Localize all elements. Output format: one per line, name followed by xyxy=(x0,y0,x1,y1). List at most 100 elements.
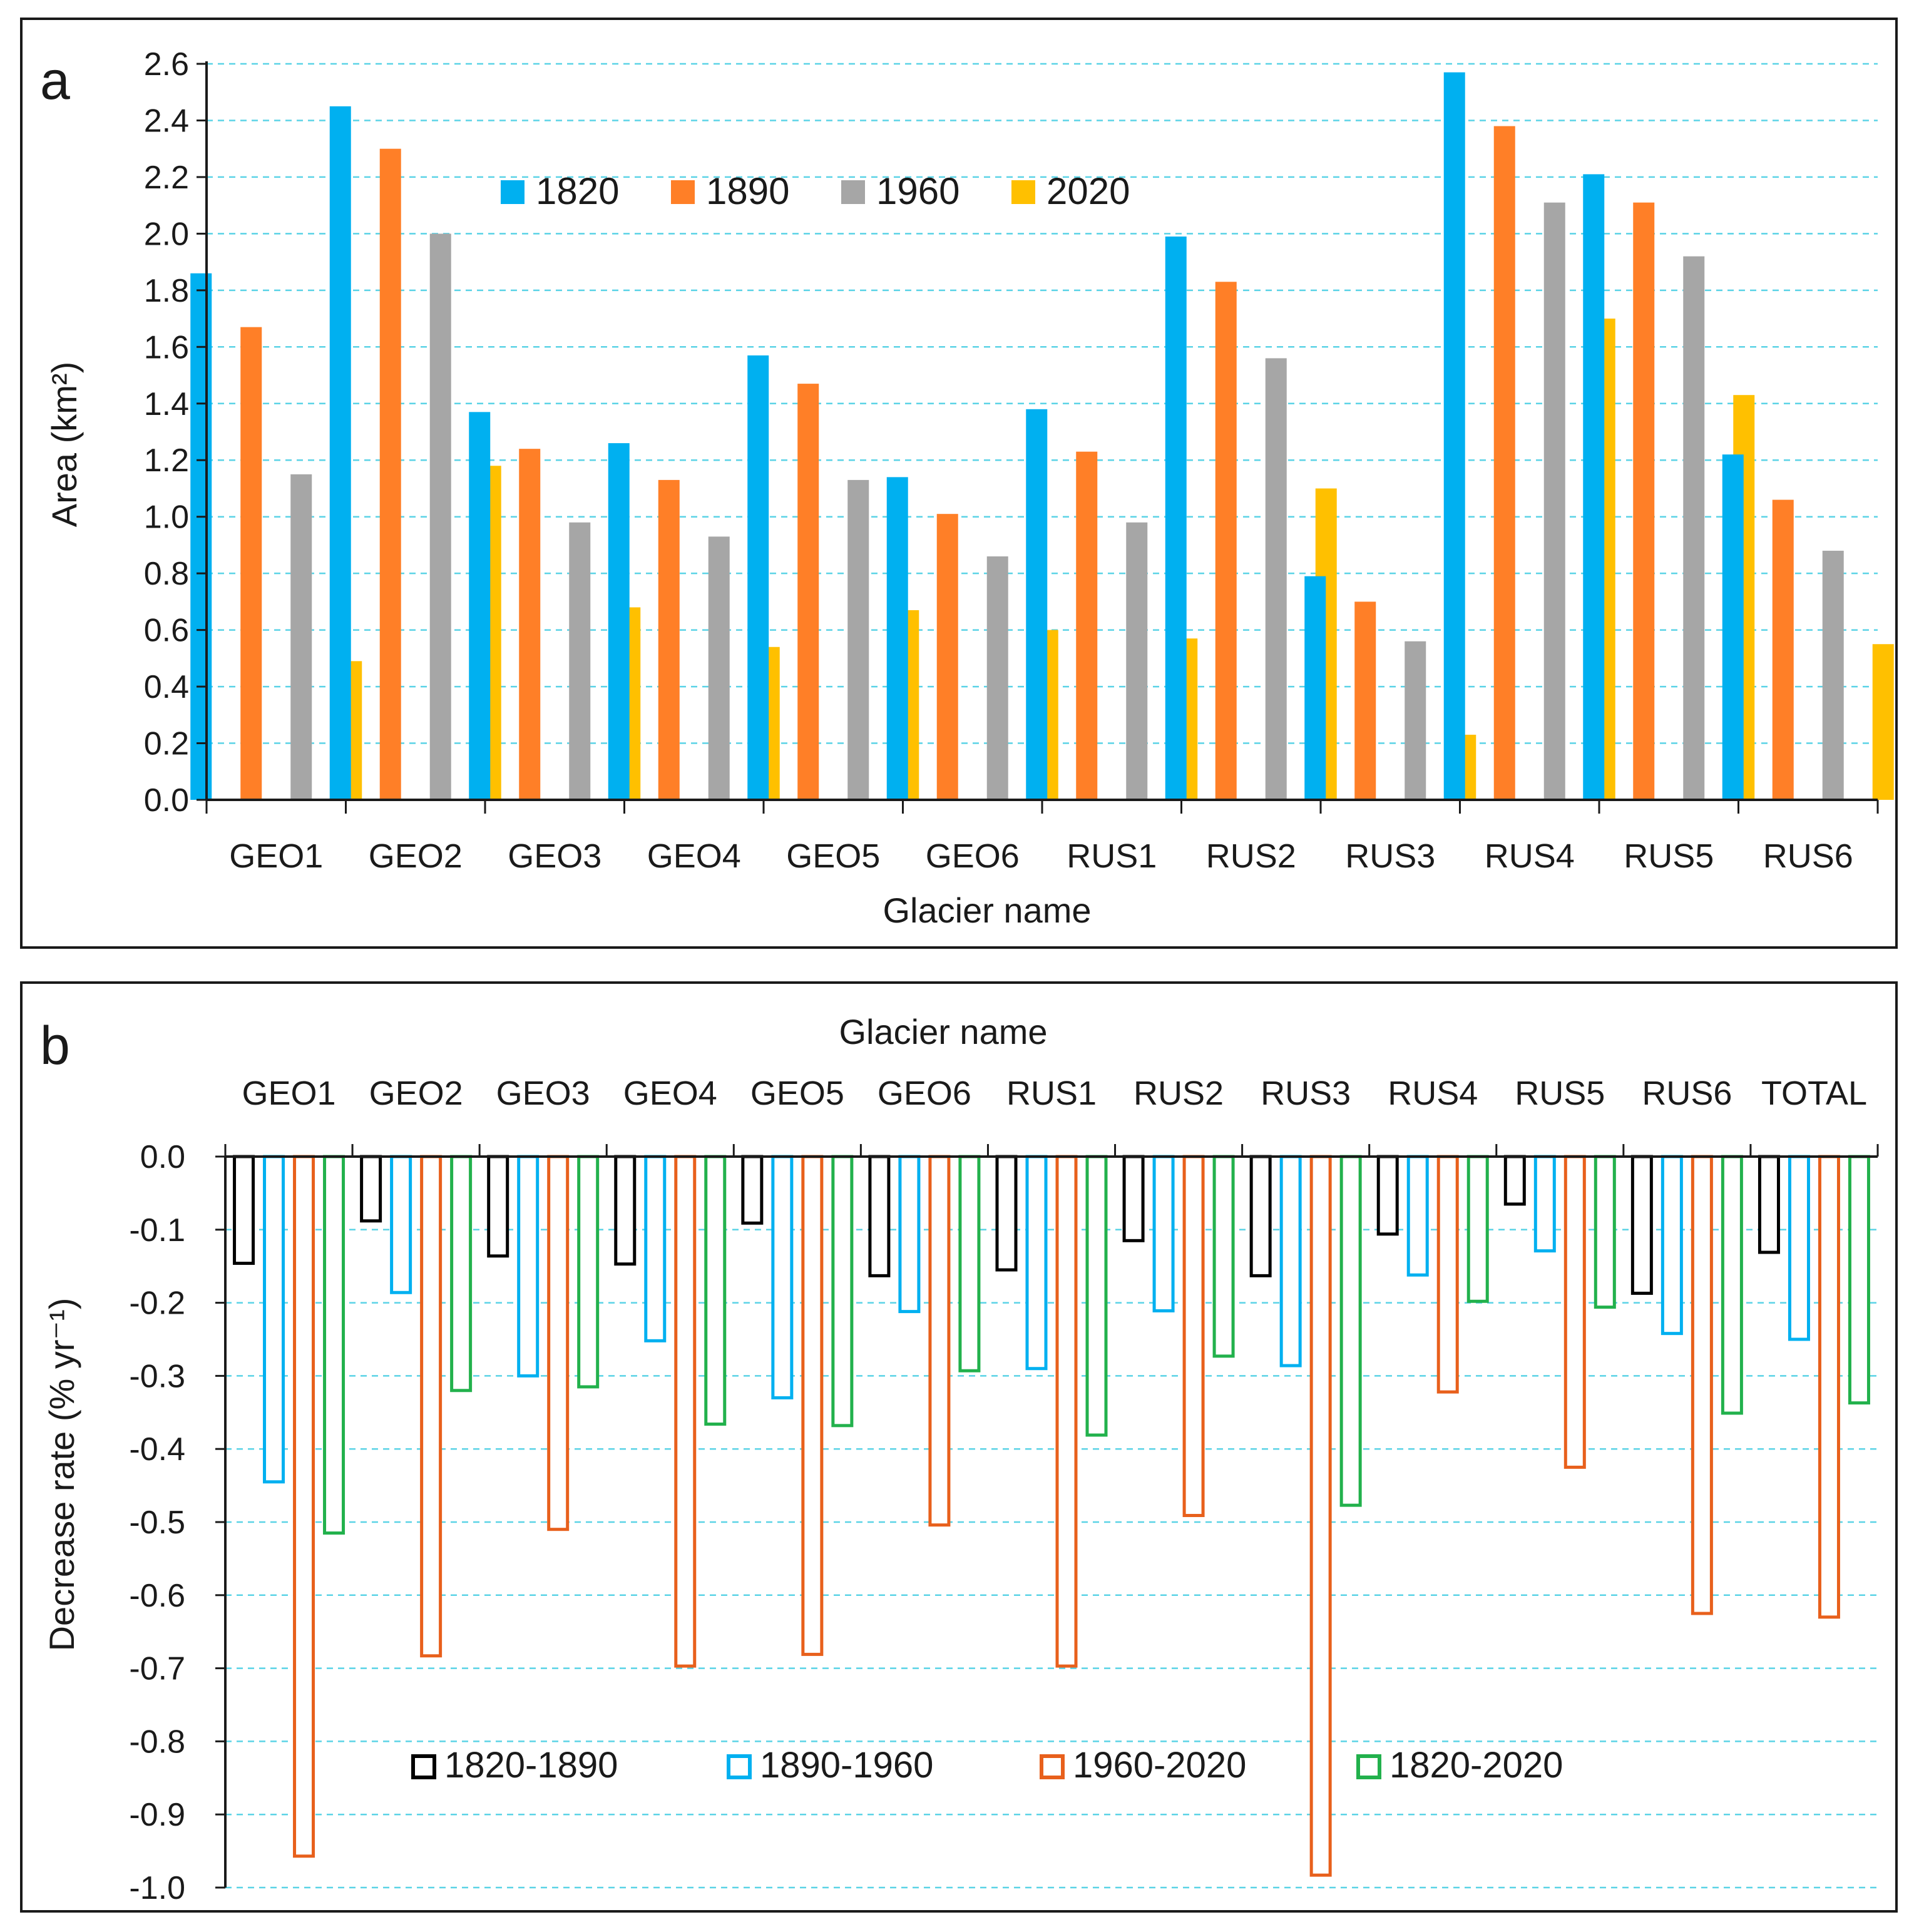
y-tick-label: 1.0 xyxy=(144,499,189,536)
panel-a-axes: 0.0 0.2 0.4 0.6 0.8 1.0 1.2 1.4 1.6 1.8 2.0 2.2 2.4 2… xyxy=(144,46,1879,875)
bar-rus3-1820-1890 xyxy=(1249,1155,1272,1277)
x-tick-label: GEO1 xyxy=(242,1075,336,1112)
bar-geo4-1890-1960 xyxy=(644,1155,667,1342)
bar-rus3-1820 xyxy=(1304,576,1326,800)
legend-label-1820: 1820 xyxy=(536,170,619,212)
bar-geo1-1960-2020 xyxy=(293,1155,315,1858)
bar-rus3-1820-2020 xyxy=(1339,1155,1362,1507)
bar-geo4-1820 xyxy=(608,443,630,800)
x-tick-label: GEO4 xyxy=(623,1075,717,1112)
bar-rus6-1960-2020 xyxy=(1691,1155,1713,1615)
panel-a-bars xyxy=(190,72,1894,800)
panel-b-decrease-rate-chart: b Glacier name 0.0 -0.1 -0.2 -0.3 -0.4 -0.5 -0… xyxy=(20,981,1898,1913)
y-tick-label: 0.8 xyxy=(144,556,189,592)
bar-geo5-1820-1890 xyxy=(741,1155,764,1225)
bar-geo5-1960-2020 xyxy=(801,1155,824,1656)
legend-label-2020: 2020 xyxy=(1046,170,1130,212)
bar-total-1960-2020 xyxy=(1818,1155,1840,1619)
x-tick-label: RUS5 xyxy=(1624,837,1714,875)
bar-rus6-1820-1890 xyxy=(1630,1155,1653,1295)
bar-geo1-1820-1890 xyxy=(233,1155,255,1265)
bar-rus5-1960-2020 xyxy=(1563,1155,1586,1469)
bar-total-1890-1960 xyxy=(1788,1155,1810,1341)
bar-geo6-1890-1960 xyxy=(898,1155,921,1314)
bar-rus5-1890-1960 xyxy=(1533,1155,1556,1253)
x-tick-label: GEO2 xyxy=(369,837,463,875)
bar-geo6-1960 xyxy=(986,556,1008,800)
x-tick-label: GEO3 xyxy=(496,1075,590,1112)
bar-geo1-1820 xyxy=(190,273,212,800)
bar-rus3-1890 xyxy=(1354,601,1376,800)
y-tick-label: 2.4 xyxy=(144,103,189,139)
legend-label-1890-1960: 1890-1960 xyxy=(760,1745,933,1786)
bar-rus2-1890-1960 xyxy=(1152,1155,1175,1312)
y-tick-label: 0.0 xyxy=(144,782,189,819)
y-tick-label: -0.9 xyxy=(129,1797,185,1833)
x-tick-label: RUS5 xyxy=(1515,1075,1605,1112)
bar-geo4-1960-2020 xyxy=(674,1155,697,1668)
bar-rus6-1890-1960 xyxy=(1661,1155,1683,1336)
y-tick-label: 2.6 xyxy=(144,46,189,83)
y-tick-label: 1.6 xyxy=(144,329,189,365)
y-tick-label: 2.0 xyxy=(144,216,189,252)
x-tick-label: RUS1 xyxy=(1006,1075,1097,1112)
bar-rus4-1890 xyxy=(1493,126,1515,800)
panel-a-label: a xyxy=(40,51,70,111)
bar-geo6-1820-1890 xyxy=(868,1155,891,1277)
bar-rus2-1960-2020 xyxy=(1182,1155,1205,1517)
bar-geo1-1960 xyxy=(290,474,312,800)
panel-b-y-axis-title: Decrease rate (% yr⁻¹) xyxy=(42,1298,81,1652)
y-tick-label: 1.8 xyxy=(144,273,189,309)
bar-rus2-1820-2020 xyxy=(1212,1155,1235,1358)
panel-a-x-axis-title: Glacier name xyxy=(883,891,1091,930)
bar-geo4-1820-1890 xyxy=(614,1155,637,1266)
bar-geo5-1960 xyxy=(847,479,869,800)
bar-geo1-1890 xyxy=(240,327,262,800)
bar-rus1-1890-1960 xyxy=(1025,1155,1048,1371)
legend-swatch-1960 xyxy=(841,180,865,204)
bar-total-1820-1890 xyxy=(1758,1155,1780,1254)
bar-rus4-1820-2020 xyxy=(1466,1155,1489,1303)
bar-geo6-1820-2020 xyxy=(958,1155,981,1372)
bar-rus1-1820-1890 xyxy=(995,1155,1018,1272)
bar-geo2-1890 xyxy=(379,148,401,800)
panel-a-area-chart: a 0.0 0.2 0.4 0.6 0.8 1.0 1.2 1.4 1.6 1.8 2.0 2.2 2.… xyxy=(20,18,1898,949)
bar-rus1-1890 xyxy=(1076,451,1098,800)
bar-geo3-1890 xyxy=(519,449,541,800)
y-tick-label: -0.5 xyxy=(129,1505,185,1541)
y-tick-label: -0.4 xyxy=(129,1431,185,1468)
bar-geo1-1890-1960 xyxy=(263,1155,285,1484)
y-tick-label: -1.0 xyxy=(129,1870,185,1906)
x-tick-label: RUS1 xyxy=(1067,837,1157,875)
bar-geo3-1820-1890 xyxy=(487,1155,509,1258)
x-tick-label: GEO5 xyxy=(786,837,880,875)
bar-geo3-1820-2020 xyxy=(577,1155,600,1389)
bar-rus5-1820 xyxy=(1583,174,1605,800)
panel-a-y-axis-title: Area (km²) xyxy=(44,362,84,527)
bar-geo2-1960-2020 xyxy=(420,1155,443,1658)
bar-geo3-1820 xyxy=(469,412,491,800)
bar-rus3-1960-2020 xyxy=(1309,1155,1332,1877)
legend-swatch-1890 xyxy=(671,180,695,204)
legend-swatch-1890-1960 xyxy=(727,1754,752,1779)
y-tick-label: 1.2 xyxy=(144,442,189,479)
x-tick-label: GEO4 xyxy=(647,837,741,875)
bar-geo5-1890 xyxy=(797,384,819,800)
x-tick-label: GEO6 xyxy=(926,837,1020,875)
bar-geo2-1890-1960 xyxy=(390,1155,412,1294)
legend-label-1890: 1890 xyxy=(706,170,789,212)
bar-geo4-1820-2020 xyxy=(704,1155,727,1426)
bar-geo5-1890-1960 xyxy=(771,1155,794,1399)
x-tick-label: RUS4 xyxy=(1485,837,1575,875)
bar-rus1-1820-2020 xyxy=(1085,1155,1108,1437)
bar-rus6-1960 xyxy=(1822,550,1844,800)
y-tick-label: -0.6 xyxy=(129,1578,185,1614)
bar-rus3-1890-1960 xyxy=(1279,1155,1302,1367)
bar-rus5-1820-1890 xyxy=(1503,1155,1526,1206)
x-tick-label: RUS2 xyxy=(1133,1075,1224,1112)
legend-label-1820-1890: 1820-1890 xyxy=(444,1745,618,1786)
x-tick-label: GEO6 xyxy=(878,1075,971,1112)
bar-geo2-1960 xyxy=(429,233,451,800)
bar-geo6-1960-2020 xyxy=(928,1155,951,1527)
y-tick-label: 0.2 xyxy=(144,726,189,762)
